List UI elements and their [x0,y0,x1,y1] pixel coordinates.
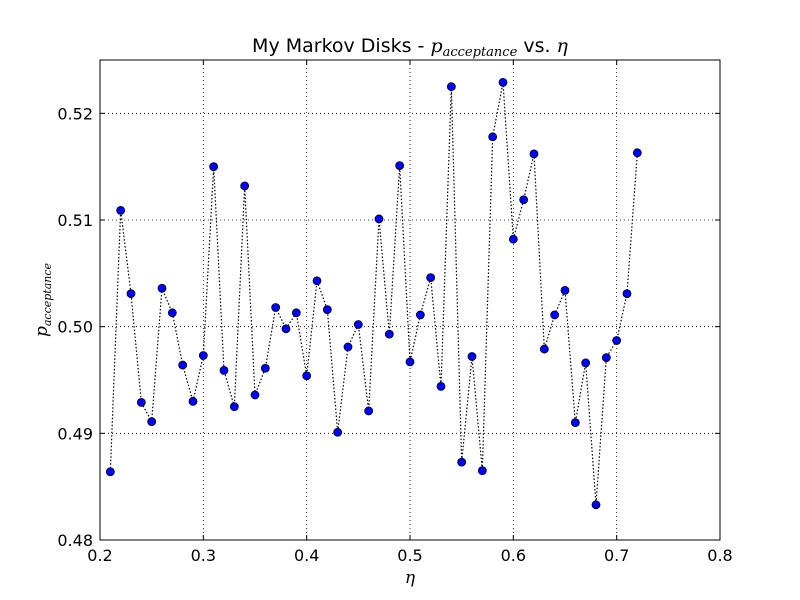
chart-title-sub: acceptance [443,45,518,60]
y-axis-label-sub: acceptance [41,262,54,326]
data-point [395,161,405,171]
data-point [529,149,539,159]
data-point [550,310,560,320]
data-point [467,352,477,361]
data-point [353,320,363,329]
chart-title-prefix: My Markov Disks - [252,35,430,57]
data-point [250,390,260,400]
data-point [384,329,394,339]
chart-title-xvar: η [557,35,569,57]
data-point [488,132,498,142]
series-line-layer [109,82,638,505]
data-point [167,308,177,318]
data-point [539,344,549,354]
data-point [405,357,415,367]
data-point [291,308,301,318]
data-point [302,371,312,381]
data-point [229,402,239,412]
data-point [436,381,446,391]
y-tick-label: 0.52 [57,104,93,123]
x-tick-label: 0.4 [294,546,319,565]
data-point [364,406,374,416]
data-point [240,181,250,191]
data-point [570,418,580,428]
data-point [519,195,529,205]
data-point [508,234,518,244]
y-tick-label: 0.50 [57,318,93,337]
x-tick-label: 0.7 [604,546,629,565]
data-point [209,162,219,172]
data-point [147,417,157,427]
data-point [178,360,188,370]
y-tick-label: 0.49 [57,424,93,443]
data-point [601,353,611,363]
data-point [116,205,126,215]
series-line [109,82,638,505]
chart-title-var: p [430,35,442,57]
x-tick-label: 0.8 [707,546,732,565]
data-point [498,78,508,87]
data-point [322,305,332,315]
data-point [312,276,322,286]
data-point [343,342,353,352]
data-point [374,214,384,224]
grid-lines [100,60,720,540]
data-point [581,358,591,368]
chart-title: My Markov Disks - pacceptance vs. η [252,35,569,60]
data-point [632,148,642,158]
y-tick-label: 0.51 [57,211,93,230]
data-point [157,283,167,293]
x-tick-label: 0.5 [397,546,422,565]
data-point [612,336,622,345]
data-point [105,467,115,477]
chart-title-mid: vs. [517,35,556,57]
x-tick-labels: 0.2 0.3 0.4 0.5 0.6 0.7 0.8 [87,546,732,565]
data-point [281,324,291,334]
y-axis-label-var: p [32,326,52,337]
data-point [622,289,632,299]
x-axis-label: η [405,568,416,588]
data-point [457,457,467,467]
data-point [591,500,601,510]
y-axis-label: pacceptance [32,262,54,337]
data-point [477,466,487,476]
data-point [260,363,270,373]
data-point [136,397,146,407]
data-point [198,351,208,360]
data-point [271,303,281,312]
y-tick-labels: 0.48 0.49 0.50 0.51 0.52 [57,104,93,550]
data-point [426,273,436,283]
x-tick-label: 0.6 [501,546,526,565]
data-point [560,285,570,295]
data-point [126,289,136,299]
y-tick-label: 0.48 [57,531,93,550]
data-point [446,82,456,92]
axes [99,59,721,541]
data-point [219,365,229,375]
data-point [188,396,198,406]
markers-layer [105,78,642,510]
x-tick-label: 0.2 [87,546,112,565]
data-point [333,427,343,437]
x-tick-label: 0.3 [191,546,216,565]
data-point [415,310,425,320]
